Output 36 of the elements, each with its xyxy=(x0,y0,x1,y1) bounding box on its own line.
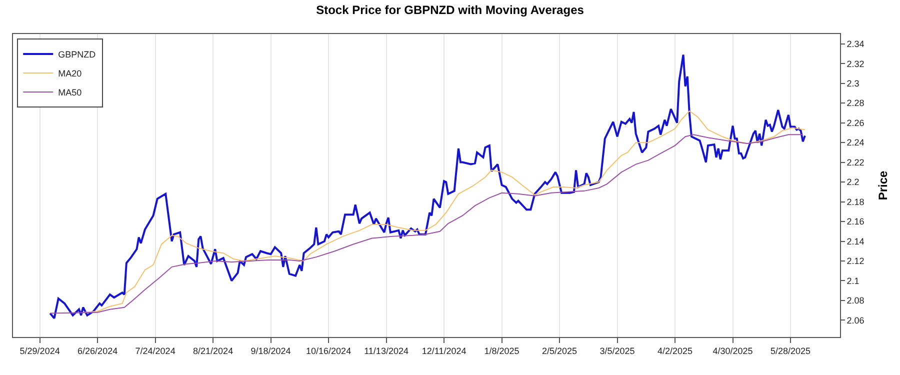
y-tick-label: 2.28 xyxy=(846,98,864,108)
x-tick-label: 6/26/2024 xyxy=(78,346,118,356)
x-tick-label: 8/21/2024 xyxy=(193,346,234,356)
x-tick-label: 2/5/2025 xyxy=(542,346,578,356)
chart-title: Stock Price for GBPNZD with Moving Averages xyxy=(316,3,584,18)
y-axis-title: Price xyxy=(876,170,890,200)
x-tick-label: 7/24/2024 xyxy=(135,346,176,356)
x-tick-label: 12/11/2024 xyxy=(422,346,466,356)
y-tick-label: 2.3 xyxy=(846,78,860,88)
y-tick-label: 2.12 xyxy=(846,256,864,266)
y-tick-label: 2.16 xyxy=(846,216,864,227)
y-tick-label: 2.14 xyxy=(846,236,864,246)
y-tick-label: 2.24 xyxy=(846,138,864,148)
y-tick-label: 2.18 xyxy=(846,196,864,207)
x-tick-label: 10/16/2024 xyxy=(306,346,352,356)
x-tick-label: 5/29/2024 xyxy=(20,346,60,356)
x-tick-label: 4/30/2025 xyxy=(712,346,753,356)
y-tick-label: 2.2 xyxy=(846,177,860,188)
y-tick-label: 2.06 xyxy=(846,315,864,326)
y-tick-label: 2.1 xyxy=(846,276,860,286)
x-tick-label: 5/28/2025 xyxy=(770,346,811,356)
line-series xyxy=(82,110,806,313)
y-tick-label: 2.32 xyxy=(846,58,864,69)
x-tick-label: 3/5/2025 xyxy=(600,346,635,356)
x-tick-label: 4/2/2025 xyxy=(657,346,693,356)
y-tick-label: 2.22 xyxy=(846,157,864,168)
x-tick-label: 9/18/2024 xyxy=(250,346,291,356)
legend-label: MA20 xyxy=(58,68,82,79)
legend-label: MA50 xyxy=(58,88,82,98)
x-tick-label: 1/8/2025 xyxy=(484,346,520,356)
legend-label: GBPNZD xyxy=(58,50,96,60)
x-tick-label: 11/13/2024 xyxy=(364,346,408,356)
y-tick-label: 2.34 xyxy=(846,39,864,50)
y-tick-label: 2.26 xyxy=(846,118,864,128)
y-tick-label: 2.08 xyxy=(846,296,864,306)
line-series xyxy=(50,134,804,314)
